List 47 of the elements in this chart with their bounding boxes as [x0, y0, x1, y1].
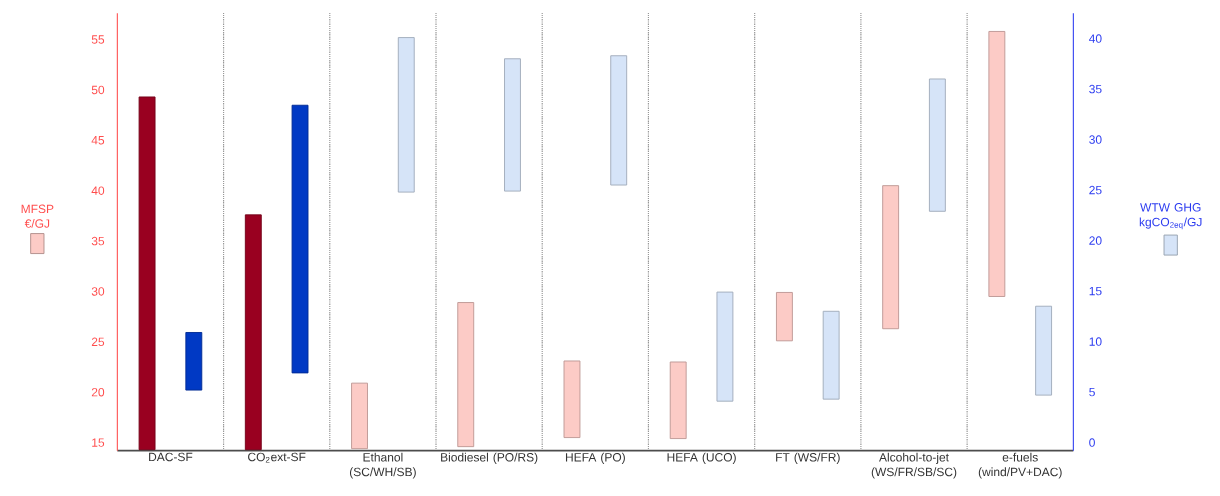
y2-tick-label: 10: [1089, 337, 1102, 346]
bar: [351, 382, 368, 450]
y-tick-label: 25: [91, 337, 105, 347]
x-tick-label: HEFA (UCO): [667, 452, 736, 464]
bar: [397, 37, 415, 193]
x-tick-label: HEFA (PO): [565, 452, 625, 464]
bar: [563, 360, 581, 439]
bar: [457, 302, 475, 448]
y2-tick-label: 5: [1089, 387, 1095, 397]
y2-tick-label: 0: [1089, 438, 1095, 447]
bar: [610, 55, 628, 186]
bar: [988, 30, 1006, 297]
y2-axis-title: WTW GHG kgCO$_{2eq}$/GJ: [1139, 203, 1202, 230]
y2-tick-label: 25: [1089, 185, 1102, 195]
bar: [504, 58, 521, 192]
bar: [185, 332, 203, 391]
y-tick-label: 15: [92, 438, 105, 447]
x-tick-label: e-fuels (wind/PV+DAC): [978, 452, 1062, 479]
y-tick-label: 35: [91, 236, 105, 246]
bar: [138, 96, 156, 451]
y-tick-label: 20: [91, 387, 105, 397]
y-tick-label: 45: [91, 136, 105, 145]
x-tick-label: Alcohol-to-jet (WS/FR/SB/SC): [871, 452, 957, 479]
y-tick-label: 55: [91, 35, 105, 44]
y2-tick-label: 35: [1089, 84, 1102, 94]
y2-tick-label: 20: [1089, 236, 1102, 245]
bar: [1035, 305, 1053, 396]
x-tick-label: CO$_{2}$ext-SF: [248, 452, 306, 463]
x-tick-label: Ethanol (SC/WH/SB): [349, 452, 416, 479]
bar: [291, 104, 309, 374]
y2-tick-label: 30: [1089, 135, 1102, 144]
bar: [244, 214, 262, 451]
bar: [882, 185, 900, 330]
x-tick-label: DAC-SF: [149, 452, 193, 462]
y-axis-title: MFSP €/GJ: [21, 204, 54, 228]
y-tick-label: 40: [91, 186, 105, 195]
y-tick-label: 50: [91, 85, 105, 95]
y-tick-label: 30: [91, 287, 105, 296]
x-tick-label: Biodiesel (PO/RS): [441, 452, 538, 464]
bar: [669, 361, 687, 440]
bar: [822, 310, 840, 400]
bar: [716, 291, 734, 402]
y2-tick-label: 15: [1089, 286, 1102, 296]
bar: [775, 291, 793, 342]
x-tick-label: FT (WS/FR): [776, 452, 840, 464]
bar: [928, 78, 946, 212]
y2-tick-label: 40: [1088, 34, 1102, 43]
